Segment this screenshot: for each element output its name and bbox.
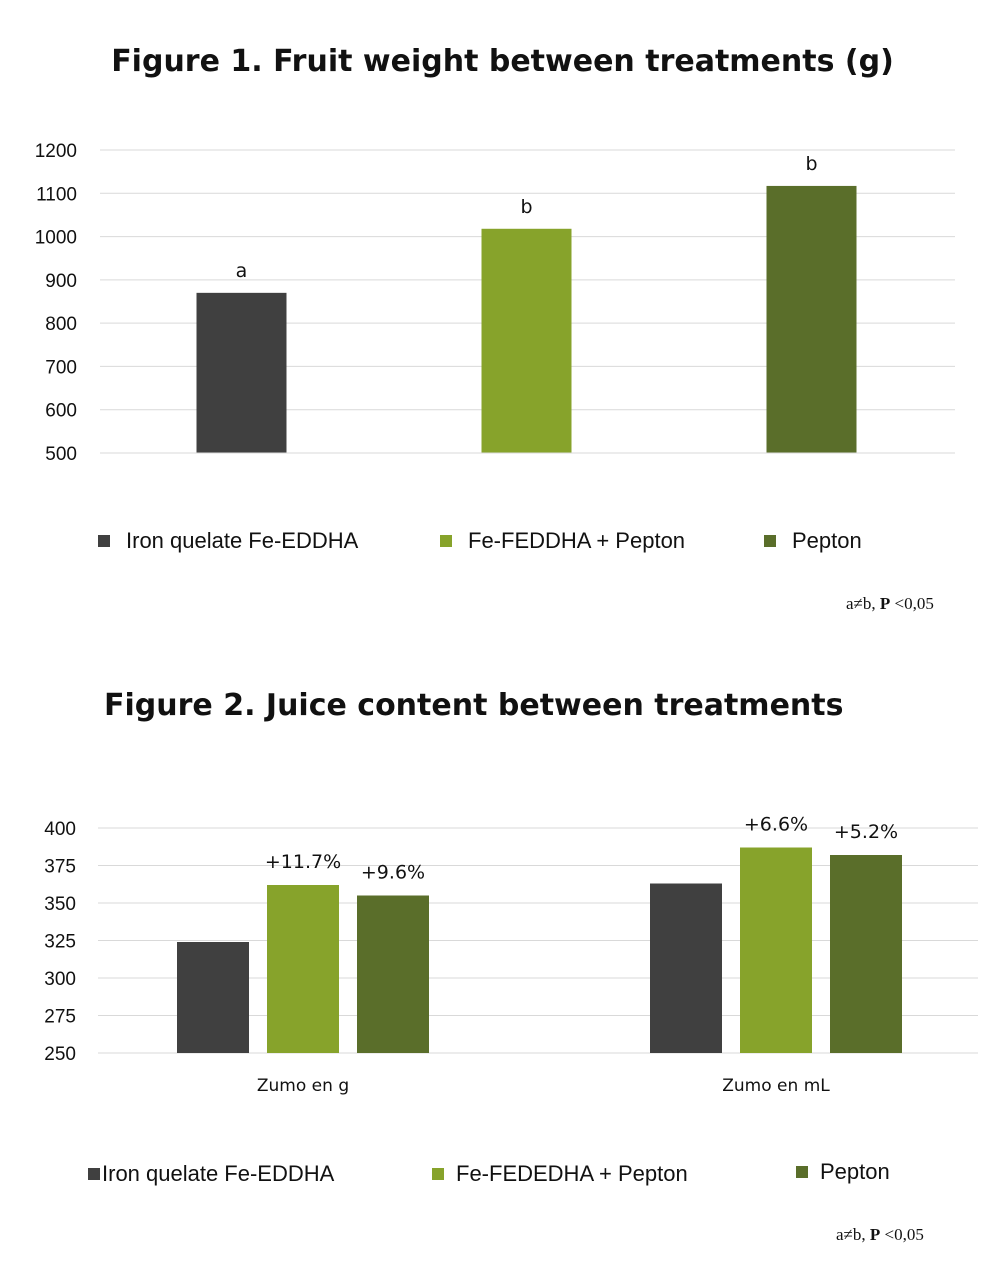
figure1-legend: Iron quelate Fe-EDDHA Fe-FEDDHA + Pepton… [0,528,1005,560]
legend-swatch [432,1168,444,1180]
y-tick-label: 250 [44,1044,76,1065]
bar-2-1 [650,883,722,1053]
figure2-legend-item-pepton: Pepton [796,1159,890,1185]
figure1-chart: 1200 1100 1000 900 800 700 600 500 a b b [35,141,955,465]
figure2-legend-item-fefededha-pepton: Fe-FEDEDHA + Pepton [432,1161,688,1187]
note-prefix: a≠b, [836,1225,870,1244]
figure2-legend: Iron quelate Fe-EDDHA Fe-FEDEDHA + Pepto… [0,1159,1005,1191]
bar-label: a [236,260,248,282]
y-tick-label: 1100 [36,184,77,205]
legend-label: Iron quelate Fe-EDDHA [102,1161,335,1186]
legend-swatch [88,1168,100,1180]
legend-label: Fe-FEDDHA + Pepton [468,528,686,553]
bar-label: +9.6% [361,862,425,884]
figure1-legend-item-fefeddha-pepton: Fe-FEDDHA + Pepton [440,528,685,554]
y-tick-label: 700 [45,357,77,378]
y-tick-label: 350 [44,894,76,915]
figure2-chart: 400 375 350 325 300 275 250 +11.7% +9.6% Zumo en … [44,814,978,1096]
legend-label: Iron quelate Fe-EDDHA [126,528,359,553]
figure1-legend-item-iron: Iron quelate Fe-EDDHA [98,528,358,554]
legend-label: Pepton [820,1159,890,1184]
bar-2-2 [740,847,812,1053]
y-tick-label: 800 [45,314,77,335]
bar-label: b [805,153,817,175]
y-tick-label: 1000 [35,228,77,249]
legend-label: Fe-FEDEDHA + Pepton [456,1161,688,1186]
figure2-significance-note: a≠b, P <0,05 [836,1225,924,1245]
figure2-legend-item-iron: Iron quelate Fe-EDDHA [88,1161,334,1187]
note-p: P [869,1225,881,1244]
figure1-legend-item-pepton: Pepton [764,528,862,554]
legend-swatch [440,535,452,547]
note-suffix: <0,05 [890,594,934,613]
x-category-label: Zumo en mL [722,1076,830,1096]
bar-label: b [520,196,532,218]
legend-swatch [764,535,776,547]
legend-label: Pepton [792,528,862,553]
bar-2 [481,228,572,453]
legend-swatch [98,535,110,547]
y-tick-label: 900 [45,271,77,292]
note-suffix: <0,05 [880,1225,924,1244]
x-category-label: Zumo en g [257,1076,349,1096]
bar-1 [196,292,287,453]
bar-1-2 [267,885,339,1053]
bar-label: +6.6% [744,814,808,836]
y-tick-label: 1200 [35,141,77,162]
y-tick-label: 600 [45,401,77,422]
figure1-significance-note: a≠b, P <0,05 [846,594,934,614]
bar-label: +11.7% [265,851,341,873]
y-tick-label: 500 [45,444,77,465]
note-prefix: a≠b, [846,594,880,613]
bar-1-3 [357,895,429,1053]
y-tick-label: 275 [44,1007,76,1028]
note-p: P [879,594,891,613]
y-tick-label: 325 [44,932,76,953]
y-tick-label: 375 [44,857,76,878]
y-tick-label: 300 [44,969,76,990]
bar-2-3 [830,855,902,1053]
figure2-title: Figure 2. Juice content between treatmen… [104,688,844,723]
figure1-title: Figure 1. Fruit weight between treatment… [111,44,894,79]
bar-3 [766,185,857,454]
legend-swatch [796,1166,808,1178]
y-tick-label: 400 [44,819,76,840]
bar-1-1 [177,942,249,1053]
bar-label: +5.2% [834,821,898,843]
